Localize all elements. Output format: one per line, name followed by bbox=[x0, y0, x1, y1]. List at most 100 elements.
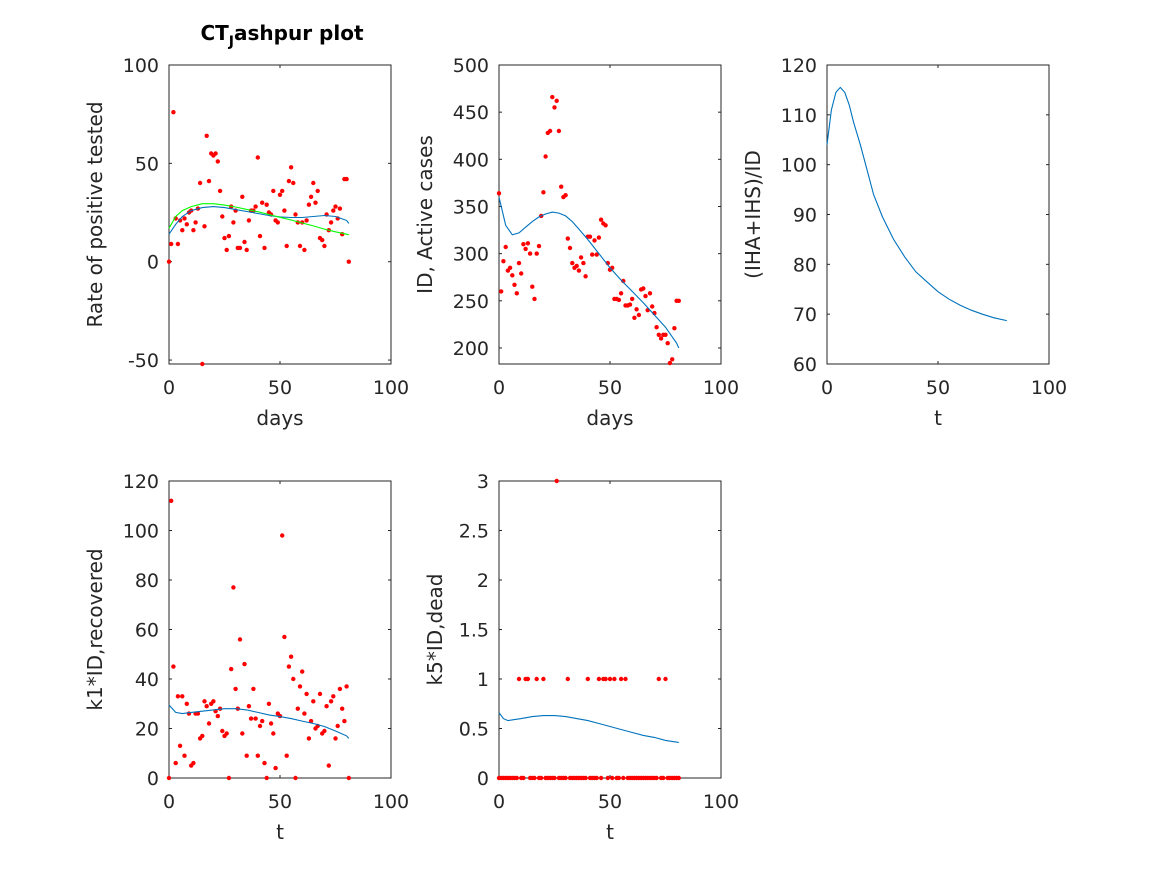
data-point bbox=[171, 110, 176, 115]
data-point bbox=[554, 98, 559, 104]
data-point bbox=[277, 192, 283, 197]
data-point bbox=[563, 775, 568, 781]
data-point bbox=[554, 478, 559, 484]
data-point bbox=[175, 241, 181, 247]
data-point bbox=[496, 191, 502, 196]
data-point bbox=[206, 721, 212, 726]
data-point bbox=[344, 176, 349, 182]
data-point bbox=[654, 775, 659, 781]
data-point bbox=[220, 728, 225, 734]
x-tick-label: 0 bbox=[493, 377, 505, 399]
data-point bbox=[300, 669, 305, 674]
data-point bbox=[656, 332, 661, 337]
data-point bbox=[293, 775, 298, 781]
y-axis-label: Rate of positive tested bbox=[83, 101, 107, 327]
data-point bbox=[264, 775, 269, 781]
data-point bbox=[585, 676, 590, 682]
data-point bbox=[337, 686, 343, 692]
y-axis-label: (IHA+IHS)/ID bbox=[741, 150, 765, 279]
data-point bbox=[264, 202, 269, 207]
data-point bbox=[525, 241, 531, 246]
data-point bbox=[180, 228, 185, 233]
data-point bbox=[603, 676, 608, 682]
data-point bbox=[271, 188, 276, 194]
y-tick-label: 0 bbox=[147, 252, 159, 274]
data-point bbox=[197, 180, 203, 186]
data-point bbox=[574, 263, 579, 269]
y-axis-label: k1*ID,recovered bbox=[83, 548, 107, 710]
data-point bbox=[552, 775, 557, 781]
data-point bbox=[337, 206, 343, 211]
data-point bbox=[331, 694, 336, 699]
data-point bbox=[284, 753, 289, 758]
data-point bbox=[180, 694, 185, 699]
data-point bbox=[242, 239, 247, 245]
data-point bbox=[335, 723, 340, 729]
data-point bbox=[346, 775, 351, 781]
data-point bbox=[242, 661, 247, 667]
data-point bbox=[612, 676, 617, 682]
data-point bbox=[224, 247, 229, 253]
title-subscript: J bbox=[228, 34, 234, 50]
data-point bbox=[563, 193, 568, 198]
y-axis-label: k5*ID,dead bbox=[423, 574, 447, 686]
x-tick-label: 0 bbox=[163, 791, 175, 813]
data-point bbox=[539, 775, 544, 781]
data-point bbox=[304, 218, 309, 223]
data-point bbox=[596, 235, 602, 240]
data-point bbox=[169, 498, 174, 503]
data-point bbox=[297, 243, 303, 249]
data-point bbox=[297, 684, 303, 689]
data-point bbox=[226, 775, 232, 781]
data-point bbox=[240, 731, 245, 736]
data-point bbox=[634, 307, 639, 312]
data-point bbox=[306, 736, 312, 741]
data-point bbox=[311, 180, 316, 186]
y-tick-label: 0 bbox=[147, 768, 159, 790]
data-point bbox=[317, 691, 323, 697]
data-point bbox=[184, 222, 189, 227]
data-point bbox=[231, 220, 236, 225]
data-point bbox=[291, 180, 296, 186]
x-tick-label: 100 bbox=[373, 791, 409, 813]
data-point bbox=[328, 699, 334, 704]
axes-box bbox=[498, 480, 722, 779]
data-point bbox=[344, 684, 349, 689]
data-point bbox=[516, 676, 522, 682]
subplot-4: 0 50 100 0 20 40 60 80 100 120 t k1*ID,recovered bbox=[83, 471, 409, 844]
data-point bbox=[547, 128, 553, 134]
y-tick-label: 60 bbox=[135, 620, 159, 642]
data-point bbox=[530, 284, 535, 289]
data-point bbox=[525, 676, 531, 682]
x-axis-label: days bbox=[256, 406, 303, 430]
data-point bbox=[676, 775, 681, 781]
data-point bbox=[610, 775, 615, 781]
data-points bbox=[496, 478, 681, 781]
data-point bbox=[182, 216, 187, 221]
y-tick-label: 200 bbox=[453, 338, 489, 360]
x-axis-label: t bbox=[934, 406, 942, 430]
x-axis-label: days bbox=[586, 406, 633, 430]
chart-title: CTJashpur plot bbox=[200, 21, 363, 50]
data-point bbox=[288, 654, 294, 659]
data-point bbox=[565, 676, 570, 682]
series-line-2 bbox=[498, 712, 679, 743]
x-tick-label: 50 bbox=[598, 377, 622, 399]
data-point bbox=[326, 763, 331, 768]
y-tick-label: 2 bbox=[477, 570, 489, 592]
x-tick-label: 50 bbox=[598, 791, 622, 813]
y-tick-label: 20 bbox=[135, 719, 159, 741]
data-point bbox=[248, 716, 254, 721]
data-point bbox=[565, 236, 570, 241]
data-point bbox=[667, 360, 673, 366]
data-point bbox=[616, 775, 622, 781]
data-point bbox=[516, 260, 522, 266]
data-point bbox=[592, 238, 597, 243]
data-point bbox=[322, 728, 327, 734]
axes-box bbox=[168, 64, 392, 365]
data-point bbox=[342, 718, 347, 724]
y-tick-label: 90 bbox=[793, 205, 817, 227]
data-point bbox=[650, 304, 655, 309]
data-point bbox=[514, 775, 519, 781]
